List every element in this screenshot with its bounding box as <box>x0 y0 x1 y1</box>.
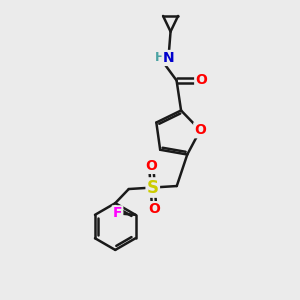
Text: O: O <box>148 202 160 216</box>
Text: S: S <box>147 178 159 196</box>
Text: O: O <box>195 74 207 88</box>
Text: F: F <box>113 206 122 220</box>
Text: N: N <box>163 51 174 65</box>
Text: O: O <box>145 159 157 173</box>
Text: O: O <box>194 123 206 137</box>
Text: H: H <box>155 52 165 64</box>
